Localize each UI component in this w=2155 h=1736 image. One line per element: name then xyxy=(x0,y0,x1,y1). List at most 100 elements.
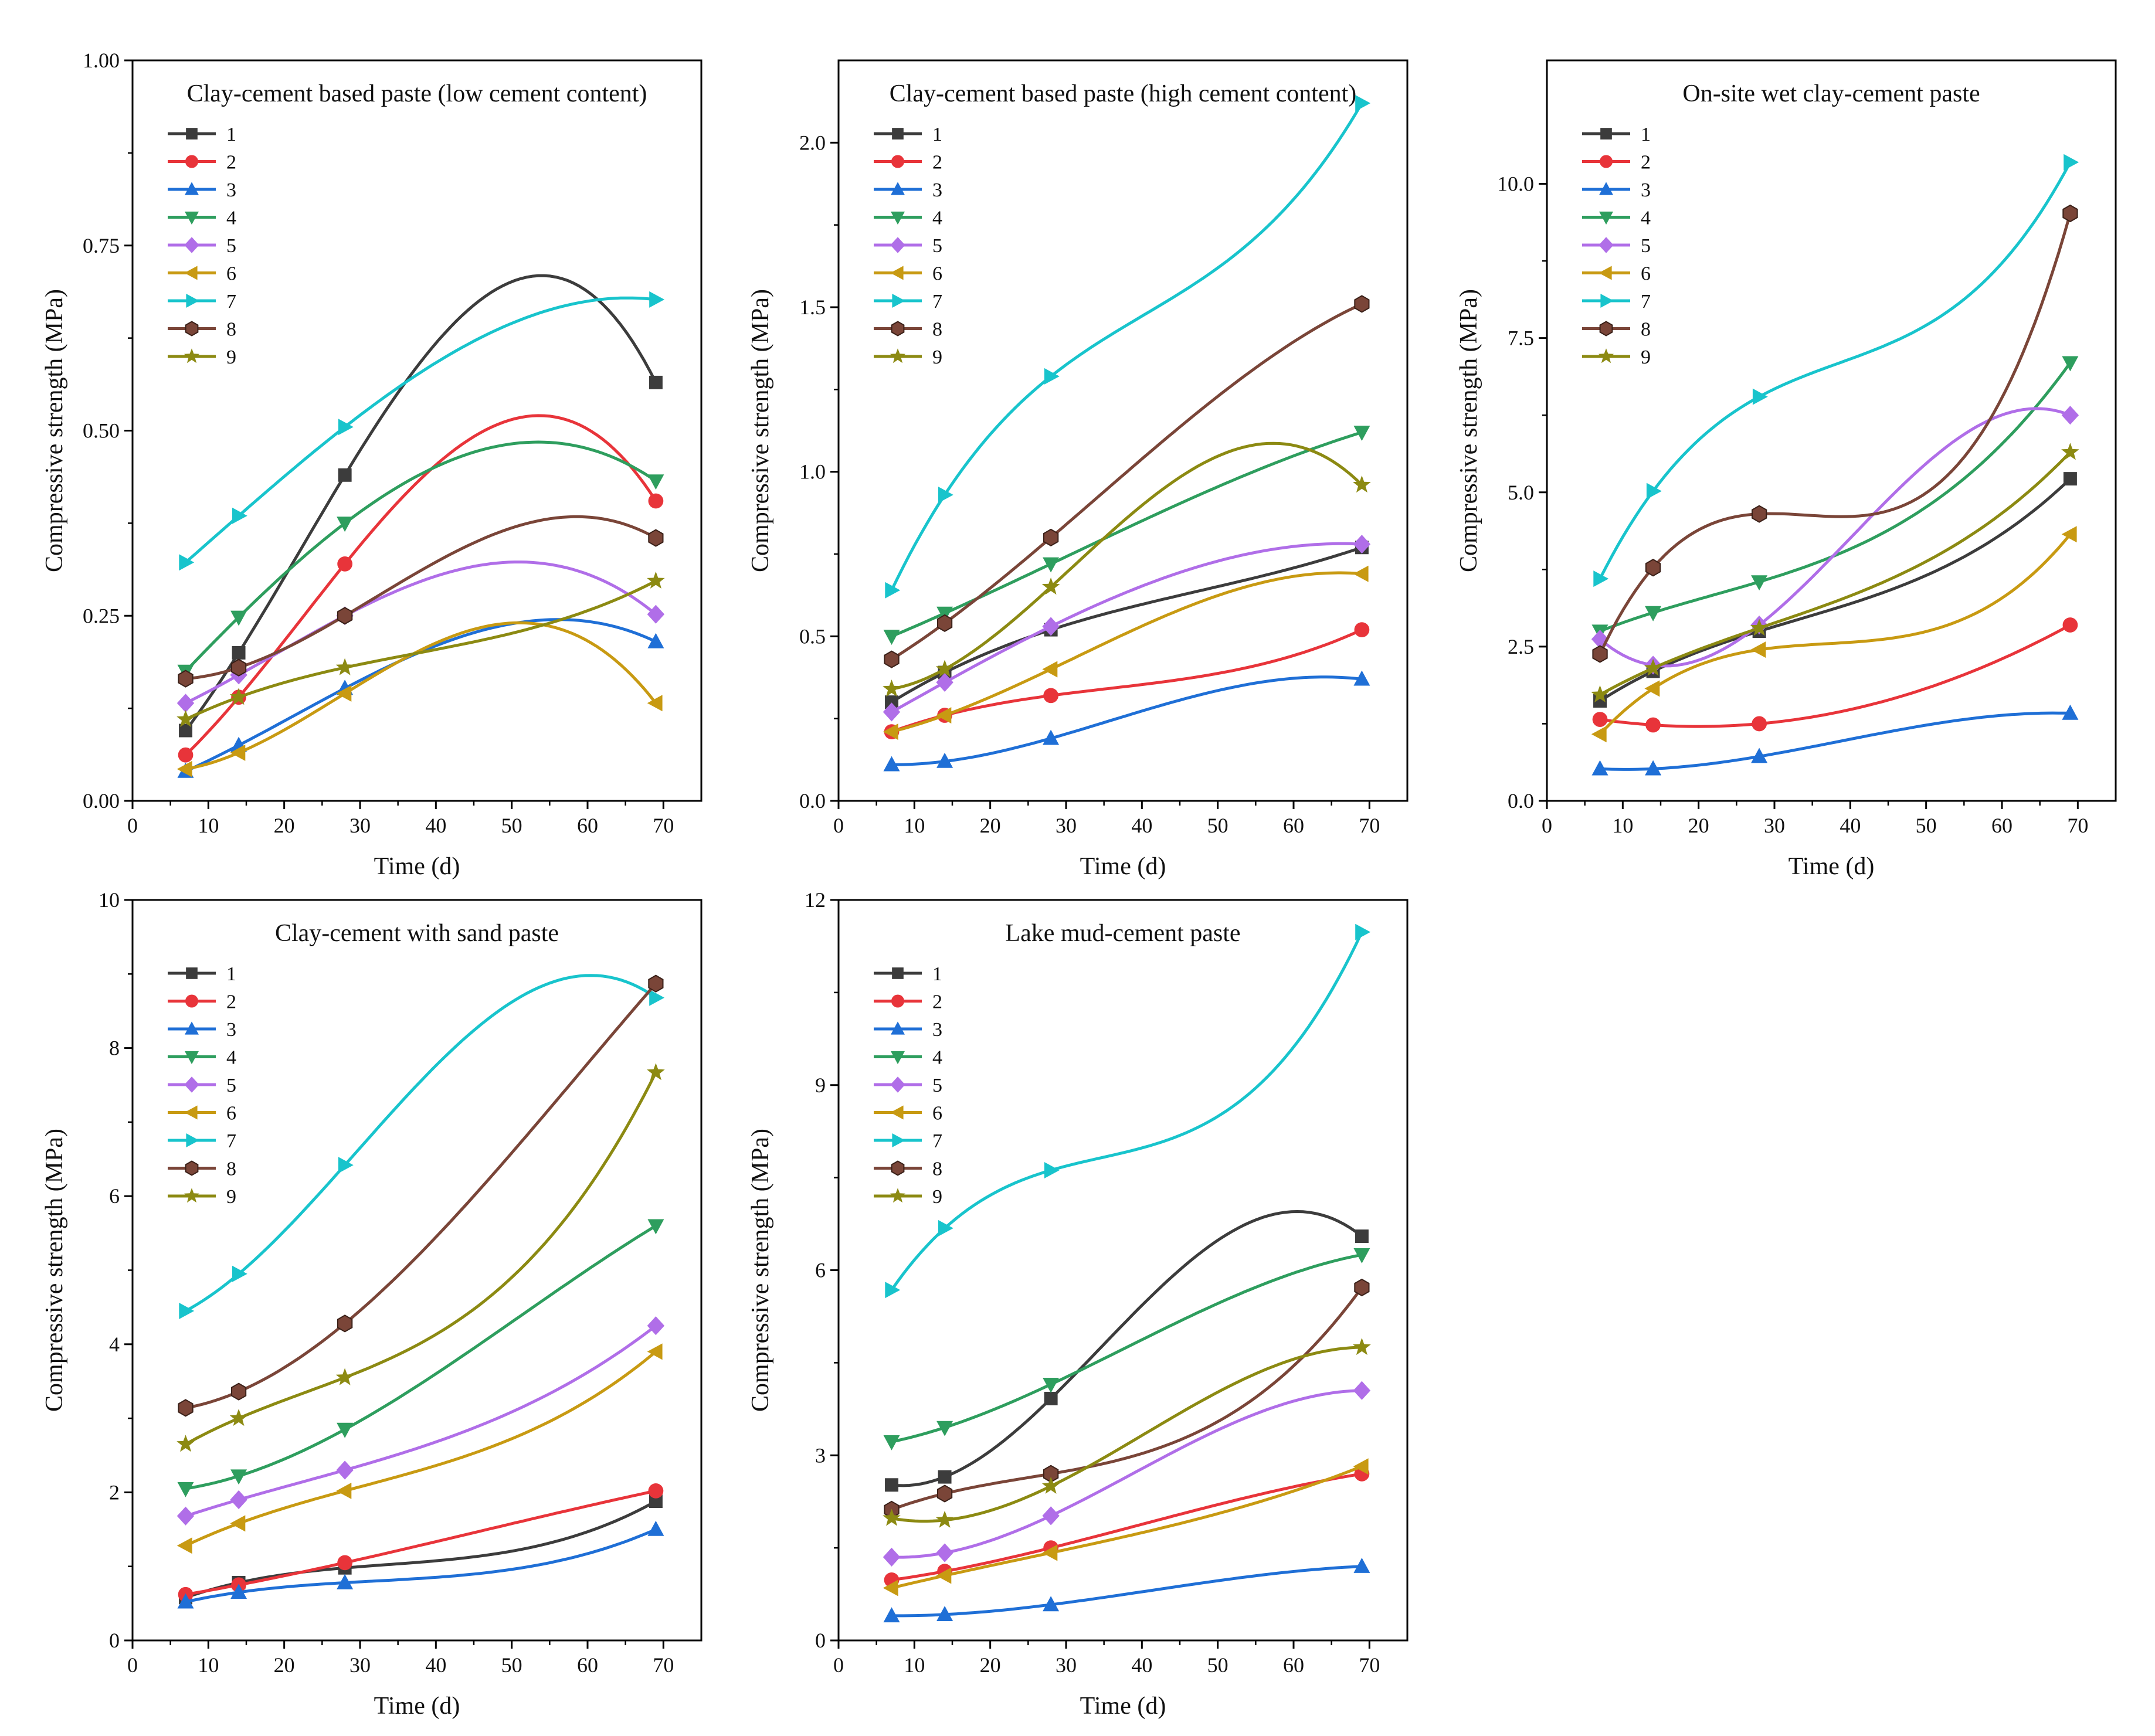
x-axis-title: Time (d) xyxy=(1789,853,1875,880)
data-point xyxy=(336,1482,352,1499)
data-point xyxy=(1353,535,1371,554)
data-point xyxy=(179,554,195,571)
data-point xyxy=(936,672,953,692)
legend-label: 5 xyxy=(1641,235,1651,257)
series-8 xyxy=(178,974,664,1417)
y-tick-label: 9 xyxy=(815,1073,826,1097)
fit-curve xyxy=(185,1224,657,1490)
y-tick-label: 8 xyxy=(109,1037,120,1060)
legend-marker xyxy=(1599,321,1613,337)
fit-curve xyxy=(185,1350,657,1547)
data-point xyxy=(1044,1162,1060,1178)
x-tick-label: 0 xyxy=(833,814,844,837)
legend-label: 9 xyxy=(226,1186,236,1208)
series-9 xyxy=(177,1063,665,1452)
data-point xyxy=(1646,483,1662,500)
data-point xyxy=(2061,526,2077,543)
legend-label: 6 xyxy=(1641,263,1651,285)
data-point xyxy=(2061,406,2079,425)
fit-curve xyxy=(185,1500,657,1599)
legend-label: 3 xyxy=(932,179,942,201)
series-2 xyxy=(1592,617,2078,733)
data-point xyxy=(649,375,663,389)
data-point xyxy=(1353,1338,1371,1355)
series-3 xyxy=(883,1558,1370,1623)
chart-panel-4: 0 10 20 30 40 50 60 70 0 2 4 6 8 10 Time (d) Compressiv… xyxy=(41,888,703,1720)
data-point xyxy=(936,1567,952,1584)
fit-curve xyxy=(185,1072,657,1446)
legend-marker xyxy=(891,1160,905,1176)
data-point xyxy=(337,1422,354,1438)
legend-marker xyxy=(890,1076,905,1093)
data-point xyxy=(177,1506,195,1526)
data-point xyxy=(1354,1278,1370,1297)
legend-label: 6 xyxy=(226,263,236,285)
data-point xyxy=(883,1509,901,1526)
data-point xyxy=(647,1316,665,1336)
data-point xyxy=(649,1494,663,1509)
data-point xyxy=(647,695,663,712)
fit-curve xyxy=(890,931,1363,1291)
x-tick-label: 10 xyxy=(904,814,925,837)
series-5 xyxy=(883,535,1371,722)
legend-label: 5 xyxy=(932,1075,942,1096)
data-point xyxy=(1751,748,1768,763)
data-point xyxy=(1353,475,1371,493)
data-point xyxy=(935,1510,954,1528)
fit-curve xyxy=(185,579,657,721)
legend-label: 9 xyxy=(226,346,236,368)
data-point xyxy=(177,760,192,777)
fit-curve xyxy=(1600,711,2071,771)
data-point xyxy=(232,646,246,660)
legend-marker xyxy=(186,294,199,308)
data-point xyxy=(1353,426,1370,441)
data-point xyxy=(885,1478,899,1492)
legend-label: 2 xyxy=(226,152,236,174)
panel-title: Clay-cement based paste (high cement con… xyxy=(890,80,1357,107)
legend-marker xyxy=(184,237,199,253)
data-point xyxy=(1645,559,1661,577)
x-tick-label: 30 xyxy=(349,814,371,837)
x-tick-label: 10 xyxy=(1612,814,1633,837)
data-point xyxy=(1355,1229,1369,1244)
legend-label: 7 xyxy=(226,291,236,312)
legend-marker xyxy=(185,321,199,337)
data-point xyxy=(1043,557,1060,573)
fit-curve xyxy=(890,102,1363,591)
legend-marker xyxy=(892,294,905,308)
series-5 xyxy=(177,560,665,713)
y-axis-title: Compressive strength (MPa) xyxy=(41,1129,68,1412)
y-tick-label: 6 xyxy=(815,1259,826,1282)
y-tick-label: 0.50 xyxy=(83,419,120,443)
data-point xyxy=(647,1219,664,1235)
y-tick-label: 0 xyxy=(109,1629,120,1652)
y-tick-label: 10.0 xyxy=(1497,172,1534,196)
series-5 xyxy=(883,1381,1371,1567)
data-point xyxy=(647,1520,664,1536)
data-point xyxy=(1353,1558,1370,1573)
x-tick-label: 20 xyxy=(980,814,1001,837)
x-tick-label: 70 xyxy=(1359,814,1380,837)
data-point xyxy=(232,507,247,524)
x-tick-label: 40 xyxy=(1840,814,1861,837)
data-point xyxy=(232,1265,247,1282)
data-point xyxy=(1645,760,1662,776)
fit-curve xyxy=(185,560,657,705)
legend-marker xyxy=(891,1051,905,1065)
legend-label: 2 xyxy=(226,991,236,1013)
data-point xyxy=(1751,575,1768,591)
data-point xyxy=(1591,760,1608,776)
data-point xyxy=(884,650,900,668)
legend-label: 8 xyxy=(1641,319,1651,341)
data-point xyxy=(1353,1248,1370,1263)
fit-curve xyxy=(891,303,1363,661)
y-tick-label: 6 xyxy=(109,1184,120,1208)
y-tick-label: 1.00 xyxy=(83,49,120,72)
legend-label: 4 xyxy=(932,1047,942,1069)
y-tick-label: 5.0 xyxy=(1508,481,1534,504)
data-point xyxy=(1752,716,1767,732)
fit-curve xyxy=(1599,533,2072,736)
legend-label: 9 xyxy=(932,346,942,368)
legend-label: 6 xyxy=(932,1103,942,1125)
fit-curve xyxy=(891,542,1362,714)
